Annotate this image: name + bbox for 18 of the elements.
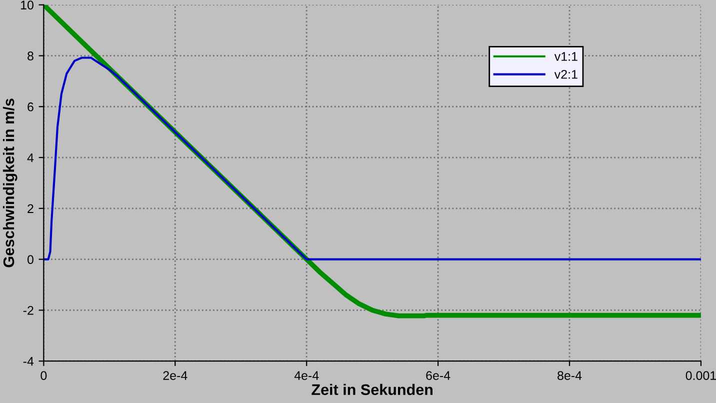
y-tick-label: 8 bbox=[28, 52, 34, 60]
x-tick-label: 2e-4 bbox=[163, 371, 188, 380]
y-tick-label: 10 bbox=[21, 0, 34, 10]
y-tick-label: 2 bbox=[28, 204, 34, 213]
x-tick-label: 6e-4 bbox=[426, 371, 450, 380]
x-tick-label: 0.001 bbox=[686, 371, 716, 380]
y-tick-label: 6 bbox=[28, 102, 34, 112]
x-tick-label: 0 bbox=[40, 371, 47, 380]
y-tick-label: -4 bbox=[23, 357, 34, 366]
x-tick-label: 4e-4 bbox=[294, 371, 319, 380]
legend-label: v1:1 bbox=[554, 52, 578, 61]
x-tick-label: 8e-4 bbox=[558, 371, 582, 380]
x-axis-title: Zeit in Sekunden bbox=[312, 384, 432, 396]
legend-label: v2:1 bbox=[554, 70, 578, 79]
y-tick-label: -2 bbox=[23, 306, 34, 315]
y-tick-label: 0 bbox=[27, 255, 34, 264]
y-axis-title: Geschwindigkeit in m/s bbox=[2, 98, 18, 268]
y-tick-label: 4 bbox=[27, 153, 34, 162]
